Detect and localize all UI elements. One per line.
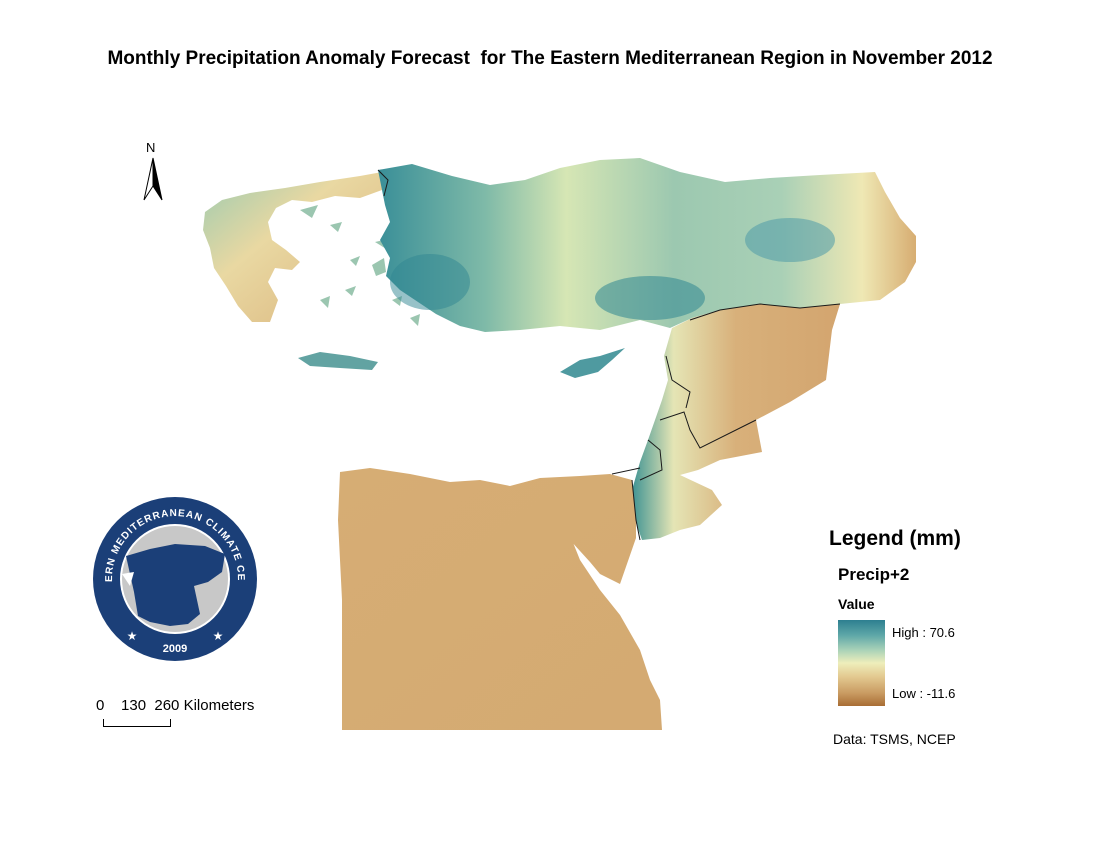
legend-field-name: Value — [838, 596, 875, 612]
scale-bar-line — [103, 719, 171, 727]
data-source: Data: TSMS, NCEP — [833, 731, 956, 747]
logo-star-left-icon: ★ — [127, 629, 138, 643]
levant-region — [632, 304, 840, 540]
legend-title: Legend (mm) — [829, 527, 961, 550]
turkey-east-wet-area — [745, 218, 835, 262]
turkey-region — [378, 158, 916, 332]
north-arrow: N — [139, 140, 169, 204]
greece-region — [203, 172, 382, 322]
logo-star-right-icon: ★ — [213, 629, 224, 643]
egypt-region — [338, 468, 662, 730]
legend-high-label: High : 70.6 — [892, 625, 955, 640]
turkey-south-wet-area — [595, 276, 705, 320]
country-borders — [377, 169, 841, 541]
legend-color-ramp — [838, 620, 885, 706]
crete-island — [298, 352, 378, 370]
emcc-logo: EASTERN MEDITERRANEAN CLIMATE CENTRE 200… — [86, 486, 260, 664]
scale-bar-label: 0 130 260 Kilometers — [96, 697, 255, 714]
north-arrow-icon — [143, 157, 163, 201]
cyprus-island — [560, 348, 625, 378]
aegean-islands — [300, 205, 420, 326]
scale-bar: 0 130 260 Kilometers — [96, 697, 286, 737]
map-title: Monthly Precipitation Anomaly Forecast f… — [107, 48, 993, 69]
emcc-logo-icon: EASTERN MEDITERRANEAN CLIMATE CENTRE 200… — [86, 486, 257, 661]
north-label: N — [146, 140, 156, 155]
legend-layer-name: Precip+2 — [838, 565, 910, 584]
turkey-west-wet-area — [390, 254, 470, 310]
logo-year: 2009 — [163, 643, 187, 655]
legend-low-label: Low : -11.6 — [892, 686, 956, 701]
